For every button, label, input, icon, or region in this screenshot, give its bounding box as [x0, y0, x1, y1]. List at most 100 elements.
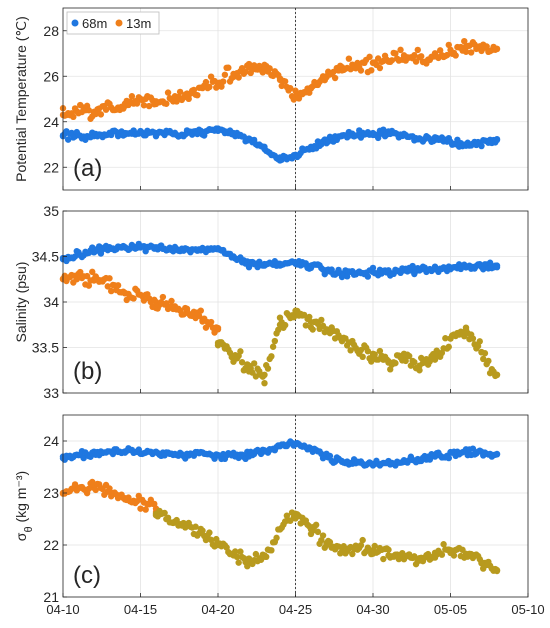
data-point: [269, 343, 277, 350]
data-point: [480, 355, 487, 363]
legend: 68m 13m: [66, 11, 160, 35]
data-point: [493, 135, 501, 143]
data-point: [245, 263, 253, 271]
data-point: [233, 553, 241, 561]
legend-label: 13m: [126, 16, 151, 31]
data-point: [77, 268, 84, 276]
x-tick-label: 04-30: [356, 602, 389, 617]
y-axis-label: Salinity (psu): [13, 262, 29, 343]
data-point: [268, 547, 275, 554]
data-point: [261, 379, 268, 387]
data-point: [306, 523, 313, 530]
data-point: [411, 52, 418, 59]
data-point: [250, 360, 258, 367]
data-point: [219, 78, 227, 85]
data-point: [244, 563, 251, 570]
data-point: [145, 102, 153, 110]
data-point: [206, 83, 213, 91]
data-point: [266, 65, 273, 72]
data-point: [469, 445, 477, 452]
data-point: [73, 276, 80, 283]
data-point: [185, 95, 192, 103]
data-point: [319, 322, 327, 330]
data-point: [102, 106, 110, 113]
data-point: [376, 64, 384, 72]
data-point: [85, 107, 93, 114]
data-point: [442, 335, 449, 342]
x-tick-label: 04-20: [201, 602, 234, 617]
data-point: [211, 329, 218, 336]
y-axis-label: Potential Temperature (℃): [13, 16, 29, 182]
data-point: [183, 305, 191, 312]
y-tick-label: 22: [43, 159, 59, 175]
data-point: [368, 67, 375, 74]
data-point: [438, 551, 446, 558]
data-point: [326, 452, 334, 460]
data-point: [64, 136, 72, 143]
data-point: [85, 485, 93, 492]
data-point: [483, 43, 490, 50]
panel-label: (b): [73, 358, 102, 385]
data-point: [467, 49, 475, 56]
y-tick-label: 34: [43, 294, 59, 310]
data-point: [452, 52, 459, 59]
x-tick-label: 04-10: [46, 602, 79, 617]
data-point: [461, 37, 468, 45]
data-point: [416, 367, 423, 374]
data-point: [345, 55, 353, 62]
data-point: [192, 523, 199, 530]
x-tick-label: 05-10: [511, 602, 544, 617]
series-13m-2: [152, 507, 501, 575]
data-point: [275, 326, 282, 334]
data-point: [318, 316, 325, 324]
series-13m-2: [214, 307, 501, 387]
y-tick-label: 33.5: [32, 340, 59, 356]
data-point: [328, 266, 335, 273]
data-point: [211, 77, 218, 85]
data-point: [302, 322, 310, 329]
data-point: [142, 506, 149, 513]
data-point: [140, 102, 148, 109]
data-point: [140, 297, 148, 304]
data-point: [426, 358, 434, 365]
data-point: [397, 46, 404, 54]
series-13m-1: [59, 268, 222, 336]
data-point: [151, 500, 158, 508]
data-point: [89, 268, 96, 276]
data-point: [130, 295, 137, 302]
data-point: [426, 456, 434, 463]
data-point: [385, 546, 392, 553]
data-point: [278, 82, 285, 90]
data-point: [92, 486, 99, 494]
y-tick-label: 22: [43, 537, 59, 553]
y-axis-label-part: σ: [13, 532, 29, 541]
data-point: [133, 100, 141, 107]
data-point: [263, 553, 270, 561]
data-point: [478, 142, 485, 150]
y-tick-label: 34.5: [32, 249, 59, 265]
data-point: [493, 263, 501, 271]
data-point: [225, 64, 232, 71]
data-point: [493, 566, 501, 574]
series-68m-0: [59, 438, 501, 469]
data-point: [106, 485, 113, 492]
data-point: [235, 74, 242, 81]
legend-label: 68m: [82, 16, 107, 31]
data-point: [319, 532, 327, 539]
data-point: [273, 534, 280, 542]
data-point: [405, 352, 413, 360]
y-tick-label: 23: [43, 485, 59, 501]
data-point: [164, 89, 172, 96]
data-point: [312, 521, 320, 529]
data-point: [480, 266, 487, 273]
data-point: [197, 307, 204, 314]
data-point: [371, 351, 378, 358]
data-point: [309, 326, 316, 333]
legend-marker: [71, 19, 79, 27]
data-point: [412, 58, 420, 65]
data-point: [281, 321, 289, 329]
data-point: [137, 505, 144, 512]
data-point: [120, 105, 127, 112]
series-68m-0: [59, 125, 501, 164]
